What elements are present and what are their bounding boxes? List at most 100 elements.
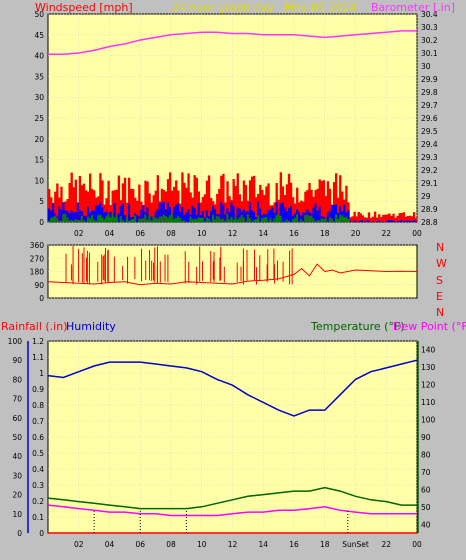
humidity-tick-label: 30	[12, 471, 22, 480]
windspeed-low-bar	[253, 220, 255, 222]
compass-label-n: N	[436, 241, 444, 254]
windspeed-avg-bar	[95, 205, 97, 222]
humidity-tick-label: 100	[8, 337, 23, 346]
windspeed-tick-label: 0	[39, 218, 44, 227]
compass-label-w: W	[436, 257, 447, 270]
windspeed-avg-bar	[386, 221, 388, 222]
windspeed-low-bar	[192, 219, 194, 222]
windspeed-avg-bar	[122, 203, 124, 222]
direction-tick-label: 360	[30, 241, 45, 250]
x-tick-label: 06	[135, 229, 145, 238]
windspeed-low-bar	[103, 219, 105, 222]
x-tick-label: 22	[381, 540, 391, 549]
temperature-tick-label: 70	[421, 468, 431, 477]
windspeed-low-bar	[194, 219, 196, 222]
windspeed-tick-label: 20	[34, 135, 44, 144]
temperature-tick-label: 60	[421, 485, 431, 494]
windspeed-bar	[208, 175, 210, 222]
x-tick-label: 02	[74, 540, 84, 549]
x-tick-label: 14	[258, 540, 268, 549]
windspeed-low-bar	[175, 218, 177, 222]
windspeed-bar	[353, 212, 355, 222]
windspeed-low-bar	[329, 217, 331, 222]
windspeed-low-bar	[105, 216, 107, 222]
windspeed-low-bar	[319, 220, 321, 222]
x-tick-label: SunSet	[342, 540, 369, 549]
windspeed-bar	[411, 216, 413, 222]
temperature-tick-label: 110	[421, 398, 436, 407]
windspeed-avg-bar	[181, 207, 183, 222]
x-tick-label: 16	[289, 229, 299, 238]
windspeed-low-bar	[81, 216, 83, 222]
windspeed-low-bar	[321, 218, 323, 222]
windspeed-low-bar	[224, 221, 226, 222]
windspeed-avg-bar	[397, 221, 399, 222]
windspeed-low-bar	[251, 221, 253, 222]
windspeed-low-bar	[48, 221, 50, 222]
windspeed-low-bar	[60, 221, 62, 222]
windspeed-avg-bar	[407, 220, 409, 222]
windspeed-low-bar	[75, 219, 77, 222]
direction-tick-label: 270	[30, 254, 45, 263]
x-tick-label: 04	[105, 229, 115, 238]
windspeed-low-bar	[233, 220, 235, 222]
windspeed-bar	[409, 216, 411, 222]
windspeed-avg-bar	[259, 209, 261, 222]
windspeed-low-bar	[298, 221, 300, 222]
windspeed-low-bar	[169, 215, 171, 222]
windspeed-tick-label: 35	[34, 72, 44, 81]
x-tick-label: 22	[381, 229, 391, 238]
x-tick-label: 12	[228, 229, 238, 238]
humidity-tick-label: 80	[12, 375, 22, 384]
windspeed-low-bar	[267, 221, 269, 222]
temperature-tick-label: 90	[421, 433, 431, 442]
windspeed-low-bar	[206, 217, 208, 222]
windspeed-low-bar	[345, 217, 347, 222]
windspeed-avg-bar	[405, 221, 407, 222]
windspeed-low-bar	[87, 217, 89, 222]
windspeed-low-bar	[54, 215, 56, 222]
rainfall-tick-label: 0.1	[32, 513, 44, 522]
x-tick-label: 12	[228, 540, 238, 549]
temperature-tick-label: 50	[421, 503, 431, 512]
x-tick-label: 10	[197, 229, 207, 238]
windspeed-avg-bar	[401, 220, 403, 222]
windspeed-avg-bar	[353, 221, 355, 222]
windspeed-bar	[323, 180, 325, 222]
windspeed-low-bar	[138, 219, 140, 222]
windspeed-low-bar	[310, 215, 312, 222]
rainfall-tick-label: 0	[39, 529, 44, 538]
windspeed-avg-bar	[271, 208, 273, 222]
humidity-tick-label: 40	[12, 452, 22, 461]
windspeed-low-bar	[296, 214, 298, 222]
windspeed-low-bar	[228, 219, 230, 222]
windspeed-low-bar	[230, 217, 232, 222]
windspeed-low-bar	[120, 216, 122, 222]
windspeed-low-bar	[237, 219, 239, 222]
windspeed-avg-bar	[392, 221, 394, 222]
windspeed-low-bar	[278, 215, 280, 222]
windspeed-low-bar	[89, 218, 91, 222]
windspeed-avg-bar	[372, 221, 374, 222]
windspeed-low-bar	[306, 215, 308, 222]
windspeed-bar	[380, 217, 382, 222]
dewpoint-label: Dew Point (°F)	[393, 320, 466, 333]
windspeed-low-bar	[216, 216, 218, 222]
windspeed-low-bar	[304, 215, 306, 222]
barometer-tick-label: 29.7	[421, 101, 438, 110]
windspeed-low-bar	[302, 221, 304, 222]
x-tick-label: 06	[135, 540, 145, 549]
x-tick-label: 08	[166, 540, 176, 549]
windspeed-avg-bar	[136, 215, 138, 222]
windspeed-avg-bar	[185, 213, 187, 222]
windspeed-avg-bar	[380, 221, 382, 222]
windspeed-low-bar	[110, 217, 112, 222]
barometer-label: Barometer [.in]	[371, 1, 455, 14]
windspeed-low-bar	[198, 217, 200, 222]
windspeed-avg-bar	[284, 208, 286, 222]
rainfall-tick-label: 1	[39, 369, 44, 378]
